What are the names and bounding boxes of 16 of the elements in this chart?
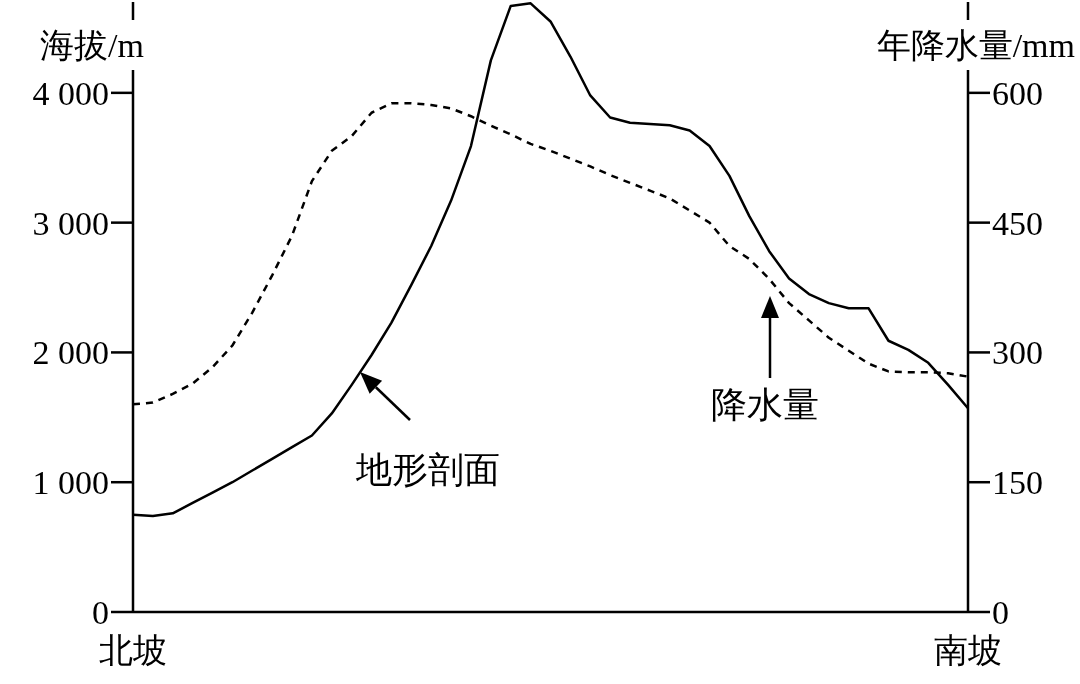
y2-axis-title: 年降水量/mm (876, 27, 1075, 64)
y2-tick-label: 150 (992, 464, 1043, 502)
y2-tick-label: 300 (992, 334, 1043, 372)
y-tick-label: 1 000 (32, 464, 109, 502)
y2-tick-label: 600 (992, 74, 1043, 112)
y-tick-label: 4 000 (32, 74, 109, 112)
x-tick-label: 南坡 (934, 632, 1002, 670)
y2-tick-label: 450 (992, 204, 1043, 242)
y-axis-title: 海拔/m (40, 27, 144, 64)
annotation: 地形剖面 (355, 450, 500, 490)
y-tick-label: 2 000 (32, 334, 109, 372)
x-tick-label: 北坡 (99, 632, 167, 670)
y-tick-label: 0 (92, 594, 109, 632)
y2-tick-label: 0 (992, 594, 1009, 632)
annotation: 降水量 (711, 385, 819, 425)
y-tick-label: 3 000 (32, 204, 109, 242)
